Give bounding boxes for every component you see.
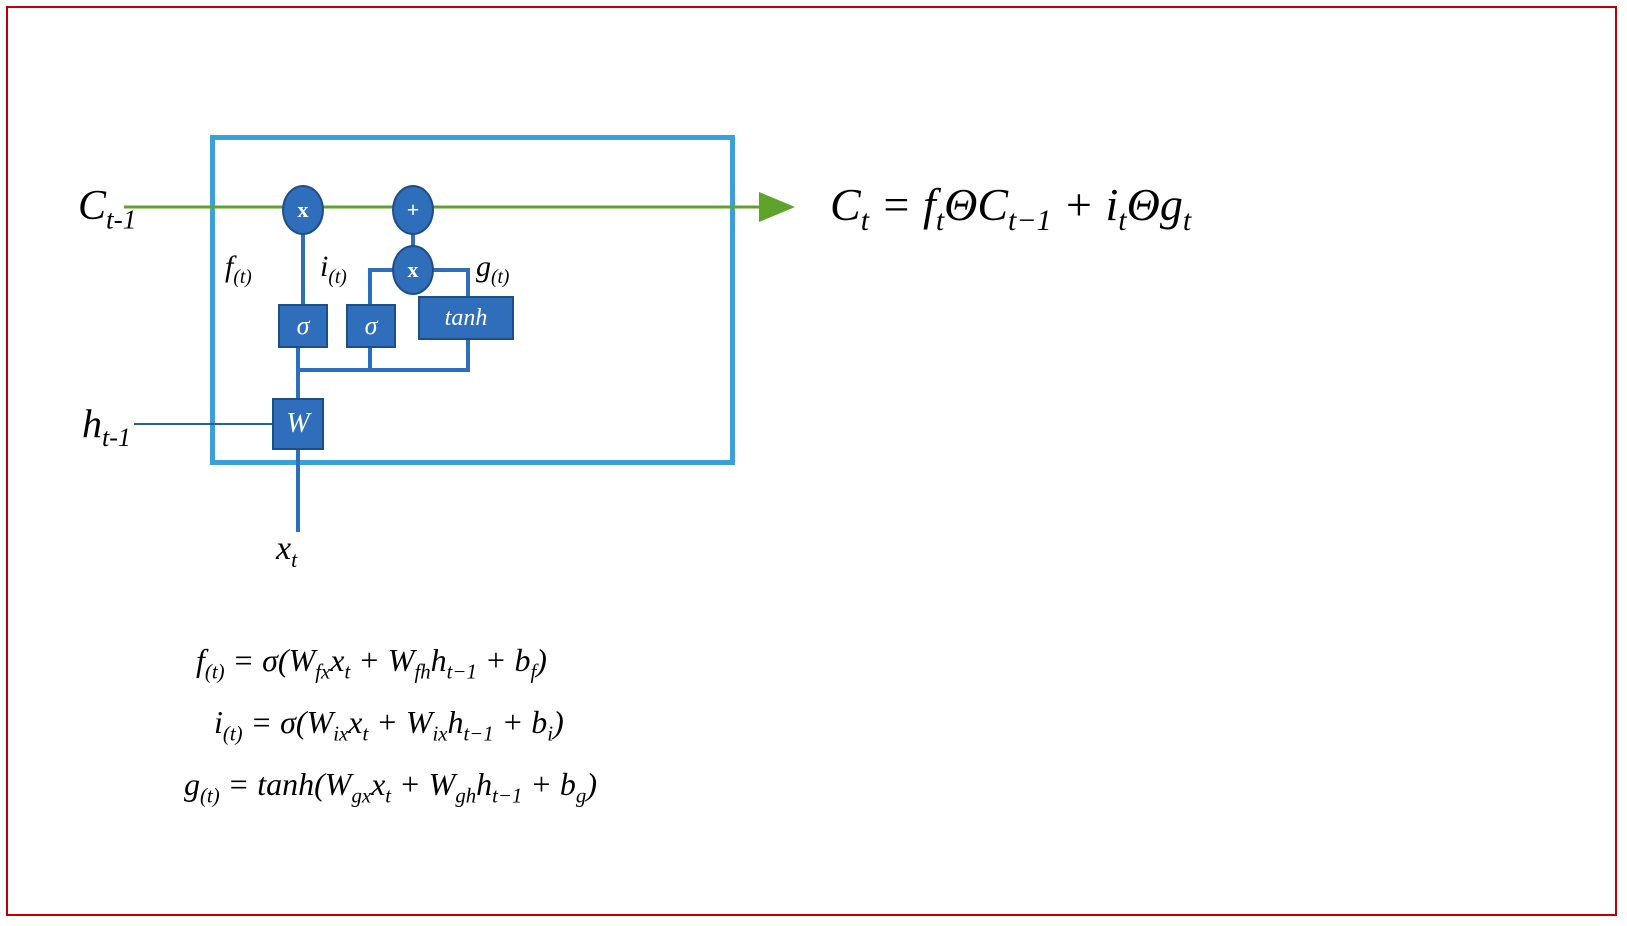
label-i-gate: i(t) [320, 250, 347, 289]
weight-box: W [272, 398, 324, 450]
sigma-box-i: σ [346, 304, 396, 348]
label-g-gate: g(t) [476, 250, 509, 289]
equation-g: g(t) = tanh(Wgxxt + Wghht−1 + bg) [184, 754, 597, 816]
add-glyph: + [407, 197, 420, 223]
equation-f: f(t) = σ(Wfxxt + Wfhht−1 + bf) [196, 630, 597, 692]
tanh-box: tanh [418, 296, 514, 340]
label-c-prev: Ct-1 [78, 182, 136, 235]
sigma-glyph-1: σ [297, 311, 310, 341]
w-glyph: W [286, 408, 309, 440]
multiply-glyph: x [298, 197, 309, 223]
main-cell-state-equation: Ct = ftΘCt−1 + itΘgt [830, 178, 1191, 238]
multiply-glyph-2: x [408, 257, 419, 283]
add-node: + [392, 185, 434, 235]
equation-i: i(t) = σ(Wixxt + Wixht−1 + bi) [196, 692, 597, 754]
label-f-gate: f(t) [225, 250, 252, 289]
gate-equations-block: f(t) = σ(Wfxxt + Wfhht−1 + bf) i(t) = σ(… [196, 630, 597, 816]
label-h-prev: ht-1 [82, 400, 131, 453]
sigma-glyph-2: σ [365, 311, 378, 341]
multiply-node-1: x [282, 185, 324, 235]
sigma-box-f: σ [278, 304, 328, 348]
multiply-node-2: x [392, 245, 434, 295]
tanh-glyph: tanh [445, 305, 488, 332]
label-x-input: xt [276, 530, 297, 573]
